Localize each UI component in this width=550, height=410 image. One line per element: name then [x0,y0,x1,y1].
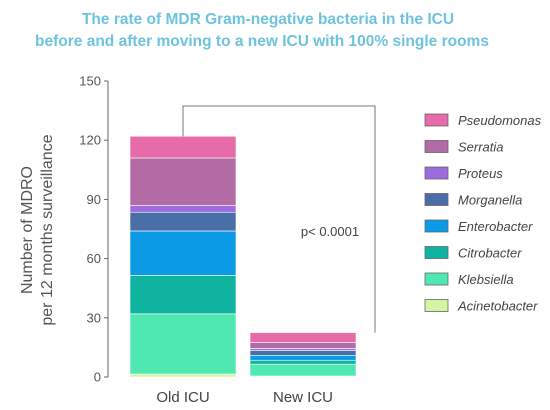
legend-label-proteus: Proteus [458,166,503,181]
legend-label-morganella: Morganella [458,193,522,208]
legend-label-acinetobacter: Acinetobacter [457,299,538,314]
bar-segment-morganella-new-icu [249,350,357,356]
y-tick-label: 90 [87,192,101,207]
legend: Pseudomonas Serratia Proteus Morganella Ente… [424,113,542,314]
bar-segment-enterobacter-new-icu [249,354,357,361]
y-tick-label: 0 [94,370,101,385]
legend-label-klebsiella: Klebsiella [458,272,514,287]
chart-subtitle: before and after moving to a new ICU wit… [35,33,489,50]
legend-swatch-proteus [424,166,449,180]
p-value-annotation: p< 0.0001 [301,224,359,239]
bar-segment-serratia-new-icu [249,342,357,349]
bar-segment-klebsiella-new-icu [249,363,357,377]
y-tick-label: 30 [87,310,101,325]
legend-swatch-acinetobacter [424,299,449,312]
bar-segment-serratia-old-icu [129,157,237,206]
legend-label-pseudomonas: Pseudomonas [458,113,542,128]
x-axis-categories: Old ICU New ICU [156,389,333,406]
bar-segment-enterobacter-old-icu [129,230,237,276]
y-axis-label: Number of MDRO per 12 months surveillanc… [19,134,56,325]
bars [129,135,357,378]
bar-segment-pseudomonas-new-icu [249,332,357,343]
y-axis-label-line2: per 12 months surveillance [39,134,56,325]
significance-bracket: p< 0.0001 [182,105,376,333]
legend-label-enterobacter: Enterobacter [458,219,533,234]
y-tick-label: 120 [79,133,101,148]
bar-segment-pseudomonas-old-icu [129,135,237,159]
bar-segment-citrobacter-old-icu [129,275,237,315]
bar-segment-klebsiella-old-icu [129,313,237,375]
legend-swatch-morganella [424,193,449,206]
legend-swatch-klebsiella [424,272,449,286]
x-category-label: Old ICU [156,389,209,406]
legend-label-citrobacter: Citrobacter [458,246,522,261]
legend-swatch-enterobacter [424,219,449,233]
legend-swatch-pseudomonas [424,113,449,127]
chart-title: The rate of MDR Gram-negative bacteria i… [82,11,454,28]
bar-segment-morganella-old-icu [129,211,237,232]
legend-swatch-serratia [424,140,449,153]
legend-swatch-citrobacter [424,246,449,259]
bar-segment-proteus-old-icu [129,205,237,213]
y-tick-label: 60 [87,251,101,266]
y-axis: 0 30 60 90 120 150 [79,74,109,385]
y-axis-label-line1: Number of MDRO [19,166,36,294]
bar-segment-acinetobacter-old-icu [129,373,237,378]
y-tick-label: 150 [79,74,101,89]
bar-segment-citrobacter-new-icu [249,359,357,365]
x-category-label: New ICU [273,389,333,406]
legend-label-serratia: Serratia [458,140,504,155]
bracket-line [182,105,376,333]
